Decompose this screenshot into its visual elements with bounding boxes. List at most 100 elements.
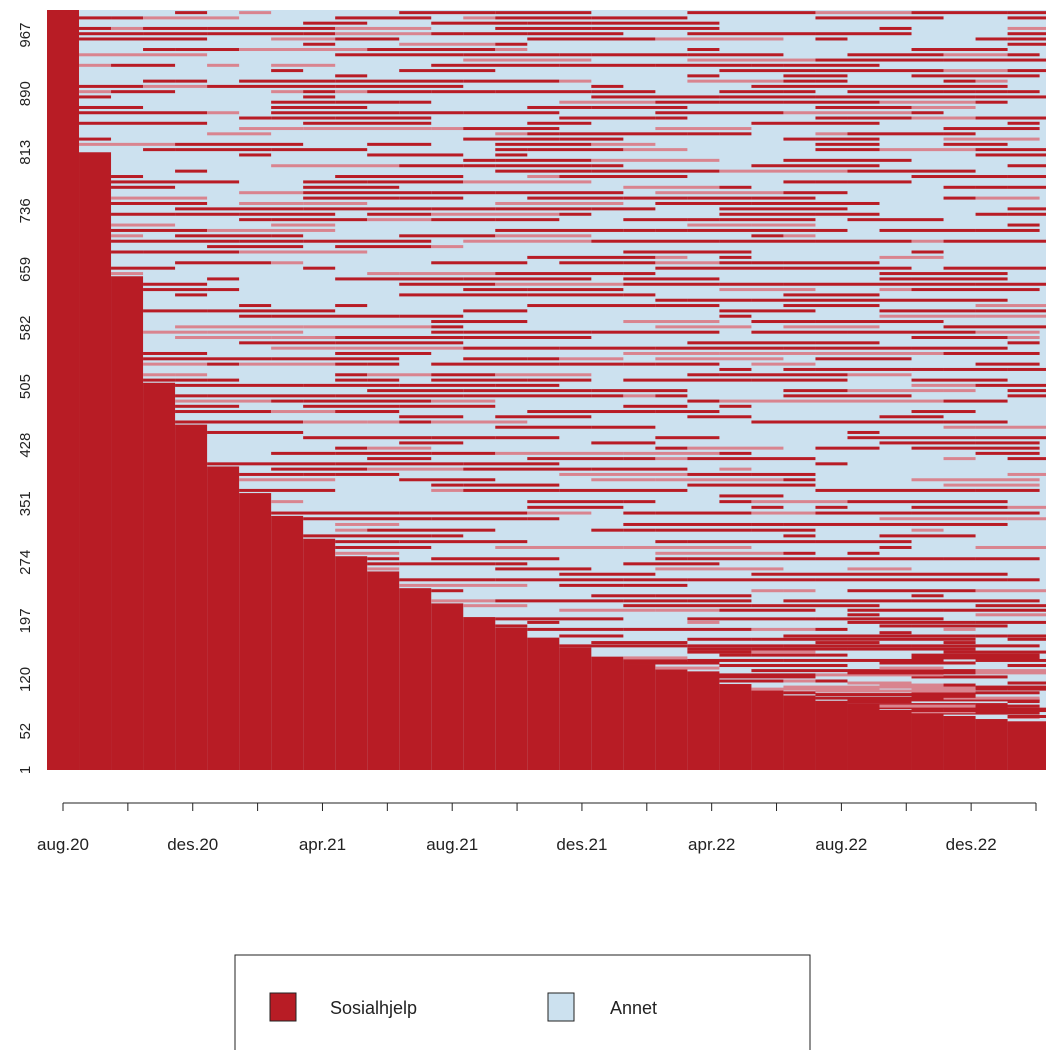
state-stripe [239, 341, 336, 345]
state-stripe [399, 383, 496, 387]
state-stripe [751, 261, 784, 265]
state-stripe [751, 653, 816, 657]
state-stripe [751, 420, 880, 424]
state-stripe [559, 362, 624, 366]
state-stripe [111, 63, 176, 67]
state-stripe [943, 685, 976, 689]
state-stripe [687, 74, 720, 78]
state-stripe [335, 551, 400, 555]
state-stripe [783, 551, 816, 555]
state-stripe [623, 148, 688, 152]
state-stripe [719, 239, 816, 243]
state-stripe [495, 383, 560, 387]
state-stripe [879, 624, 912, 628]
state-stripe [687, 658, 784, 662]
state-stripe [175, 373, 208, 377]
state-stripe [591, 594, 656, 598]
state-stripe [783, 180, 816, 184]
state-stripe [911, 446, 1040, 450]
state-stripe [911, 505, 1008, 509]
state-stripe [879, 84, 1008, 88]
state-stripe [687, 650, 752, 654]
state-stripe [911, 694, 976, 698]
cohort-block [815, 700, 848, 770]
state-stripe [495, 545, 624, 549]
state-stripe [207, 462, 336, 466]
state-stripe [943, 650, 1046, 654]
state-stripe [559, 608, 656, 612]
state-stripe [431, 420, 528, 424]
state-stripe [239, 314, 272, 318]
state-stripe [815, 142, 880, 146]
state-stripe [687, 671, 720, 675]
state-stripe [655, 608, 720, 612]
state-stripe [815, 320, 944, 324]
state-stripe [879, 706, 1008, 710]
state-stripe [367, 562, 400, 566]
state-stripe [719, 653, 752, 657]
state-stripe [687, 228, 816, 232]
state-stripe [751, 650, 816, 654]
state-stripe [431, 557, 560, 561]
state-stripe [623, 457, 656, 461]
state-stripe [783, 304, 880, 308]
state-stripe [879, 218, 944, 222]
state-stripe [591, 21, 720, 25]
state-stripe [239, 250, 368, 254]
state-stripe [111, 223, 176, 227]
state-stripe [751, 320, 816, 324]
state-stripe [623, 627, 752, 631]
state-stripe [943, 58, 1046, 62]
state-stripe [111, 175, 144, 179]
cohort-block [943, 715, 976, 770]
state-stripe [1007, 681, 1046, 685]
state-stripe [335, 545, 432, 549]
state-stripe [975, 309, 1046, 313]
state-stripe [559, 261, 624, 265]
state-stripe [431, 261, 528, 265]
cohort-block [975, 719, 1008, 770]
state-stripe [431, 399, 496, 403]
state-stripe [335, 26, 432, 30]
cohort-block [847, 705, 880, 770]
state-stripe [783, 158, 880, 162]
state-stripe [143, 309, 208, 313]
state-stripe [495, 451, 624, 455]
state-stripe [431, 127, 464, 131]
state-stripe [783, 266, 912, 270]
state-stripe [911, 594, 944, 598]
state-stripe [879, 420, 944, 424]
state-stripe [815, 351, 944, 355]
state-stripe [751, 522, 784, 526]
state-stripe [847, 658, 944, 662]
state-stripe [79, 53, 208, 57]
state-stripe [847, 698, 912, 702]
state-stripe [495, 132, 528, 136]
state-stripe [879, 631, 912, 635]
state-stripe [463, 336, 592, 340]
state-stripe [111, 90, 176, 94]
state-stripe [751, 164, 880, 168]
state-stripe [495, 272, 624, 276]
state-stripe [399, 478, 496, 482]
state-stripe [335, 446, 368, 450]
state-stripe [911, 656, 1040, 660]
state-stripe [431, 488, 464, 492]
state-stripe [911, 175, 1008, 179]
state-stripe [783, 589, 816, 593]
state-stripe [527, 121, 592, 125]
state-stripe [591, 105, 688, 109]
state-stripe [623, 261, 656, 265]
state-stripe [143, 79, 176, 83]
state-stripe [943, 79, 976, 83]
state-stripe [847, 681, 912, 685]
state-stripe [751, 201, 880, 205]
state-stripe [879, 634, 976, 638]
state-stripe [719, 169, 848, 173]
state-stripe [495, 169, 592, 173]
x-tick-label: aug.20 [37, 835, 89, 854]
state-stripe [623, 378, 752, 382]
state-stripe [271, 500, 304, 504]
state-stripe [911, 478, 1040, 482]
state-stripe [591, 84, 624, 88]
